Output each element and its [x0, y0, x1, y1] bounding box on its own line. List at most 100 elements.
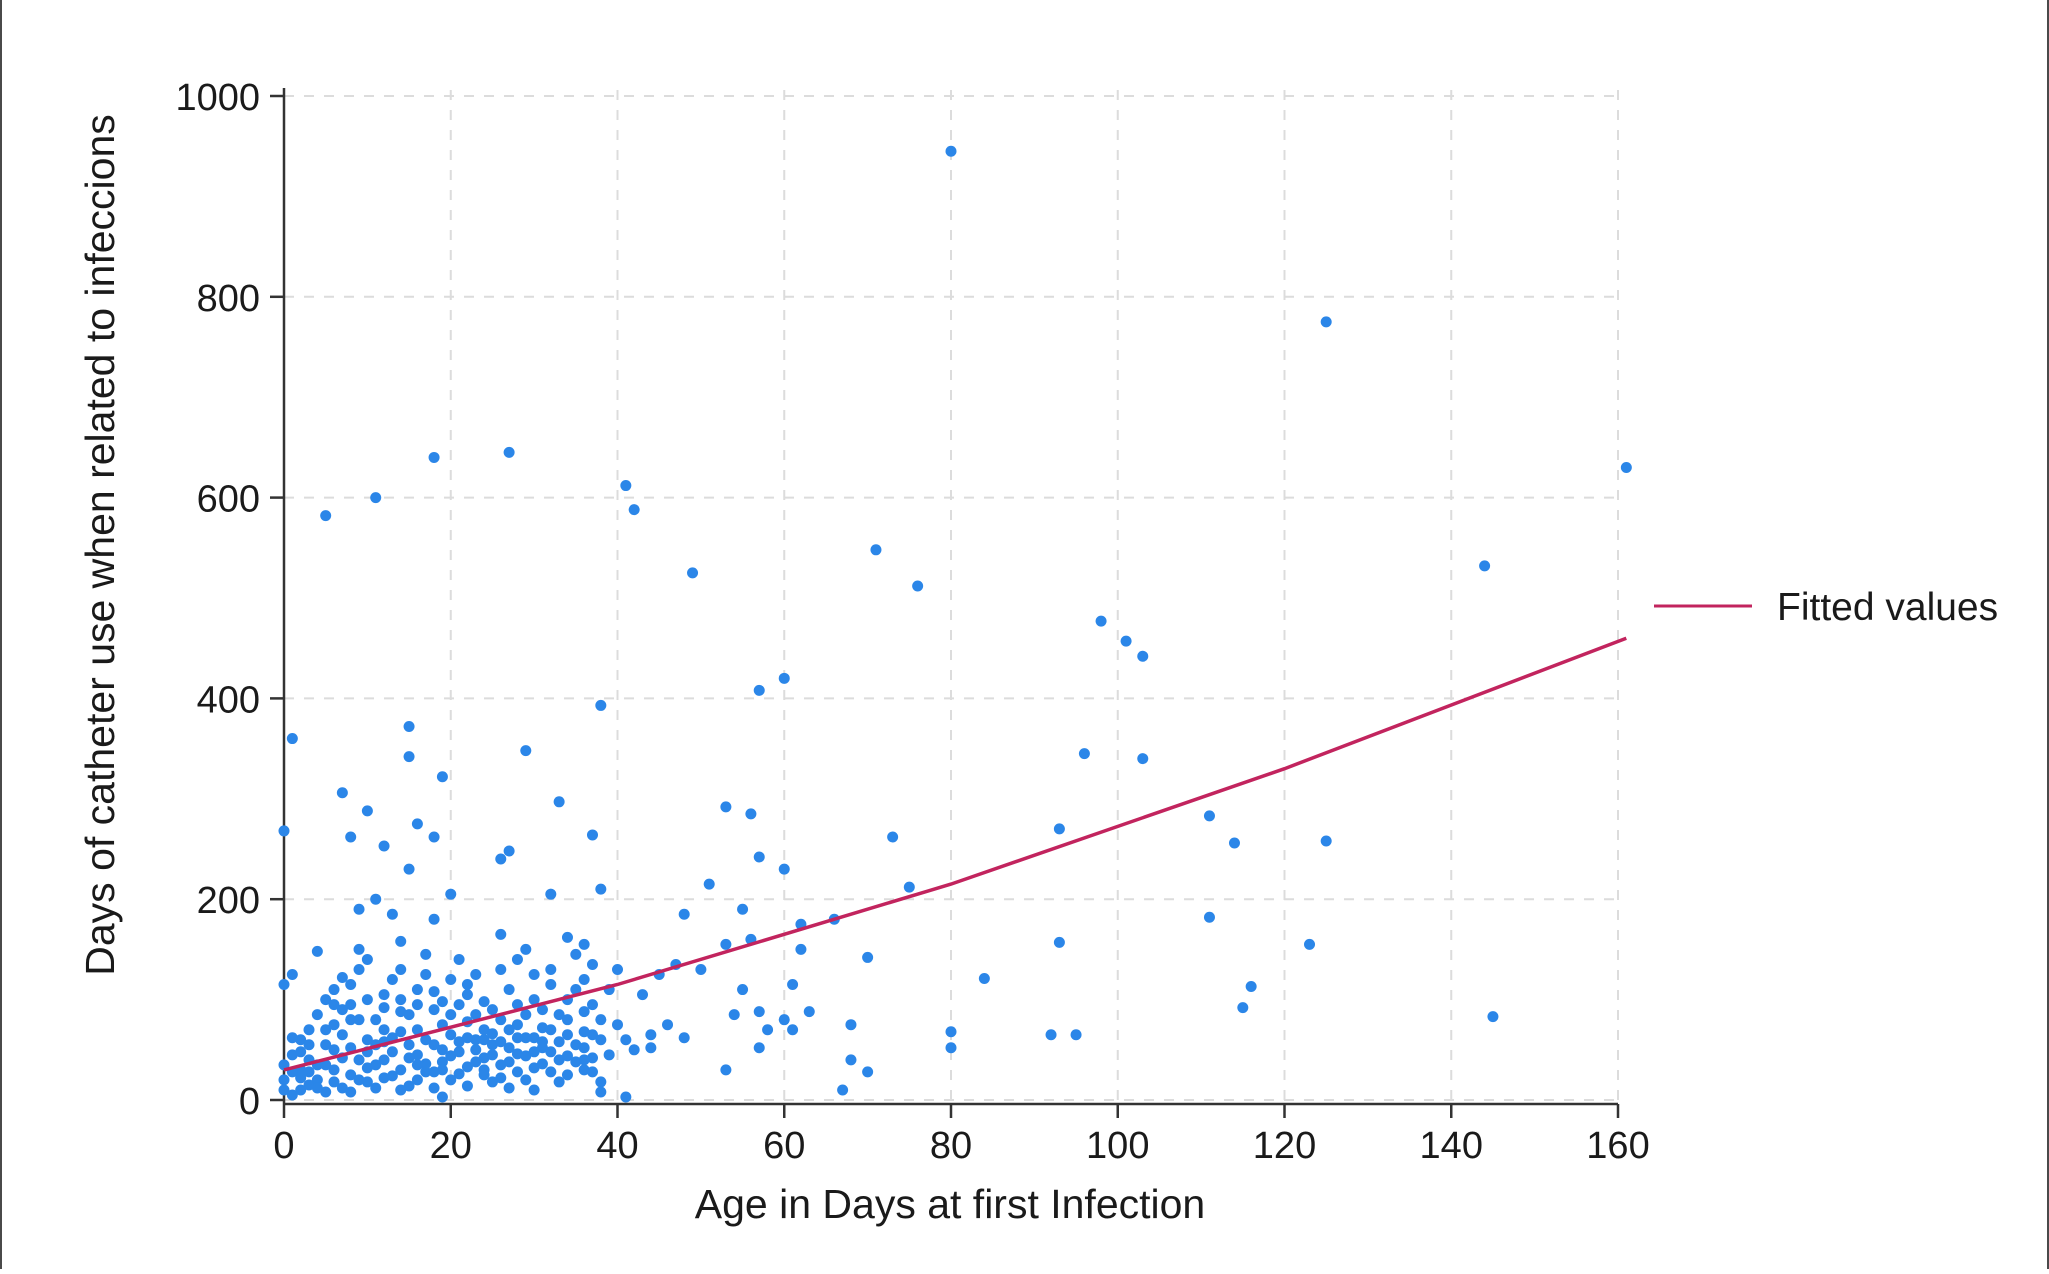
data-point-16	[753, 684, 765, 696]
data-point-116	[553, 1076, 565, 1088]
data-point-202	[495, 1014, 507, 1026]
data-point-222	[345, 1086, 357, 1098]
data-point-263	[470, 1044, 482, 1056]
data-point-81	[1245, 981, 1257, 993]
data-point-167	[528, 1032, 540, 1044]
data-point-136	[561, 1029, 573, 1041]
data-point-26	[336, 787, 348, 799]
data-point-17	[778, 672, 790, 684]
data-point-30	[745, 808, 757, 820]
data-point-139	[295, 1084, 307, 1096]
data-point-122	[295, 1072, 307, 1084]
data-point-267	[536, 1036, 548, 1048]
data-point-63	[311, 945, 323, 957]
data-point-104	[620, 1034, 632, 1046]
data-point-197	[453, 999, 465, 1011]
data-point-68	[453, 953, 465, 965]
data-point-47	[703, 878, 715, 890]
data-point-13	[1095, 615, 1107, 627]
data-point-36	[278, 825, 290, 837]
data-point-264	[486, 1028, 498, 1040]
data-point-113	[620, 1091, 632, 1103]
data-point-286	[561, 1014, 573, 1026]
data-point-129	[395, 1006, 407, 1018]
data-point-75	[1304, 938, 1316, 950]
data-point-109	[753, 1042, 765, 1054]
data-point-184	[345, 979, 357, 991]
data-point-62	[278, 979, 290, 991]
data-point-118	[595, 1076, 607, 1088]
data-point-1	[1320, 316, 1332, 328]
data-point-248	[561, 1050, 573, 1062]
data-point-44	[753, 851, 765, 863]
data-point-188	[378, 1024, 390, 1036]
data-point-98	[945, 1042, 957, 1054]
data-point-50	[545, 888, 557, 900]
data-point-209	[553, 1009, 565, 1021]
data-point-261	[436, 1044, 448, 1056]
fitted-line-layer	[283, 636, 1627, 1072]
data-point-223	[353, 1074, 365, 1086]
data-point-180	[311, 1009, 323, 1021]
data-point-247	[553, 1036, 565, 1048]
data-point-23	[436, 771, 448, 783]
data-point-24	[1078, 748, 1090, 760]
data-point-137	[578, 1006, 590, 1018]
data-point-172	[570, 1039, 582, 1051]
data-point-51	[445, 888, 457, 900]
data-point-0	[945, 145, 957, 157]
data-point-224	[361, 1062, 373, 1074]
data-point-171	[561, 1069, 573, 1081]
data-point-220	[328, 1044, 340, 1056]
x-tick-label-140: 140	[1420, 1125, 1483, 1167]
data-point-256	[353, 1014, 365, 1026]
x-tick-label-0: 0	[273, 1125, 294, 1167]
data-point-164	[503, 1042, 515, 1054]
data-points	[278, 145, 1632, 1103]
grid-lines	[283, 90, 1619, 1101]
data-point-161	[478, 1052, 490, 1064]
data-point-283	[511, 1032, 523, 1044]
data-point-226	[378, 1054, 390, 1066]
data-point-154	[420, 1066, 432, 1078]
data-point-20	[403, 721, 415, 733]
data-point-193	[420, 969, 432, 980]
data-point-66	[395, 935, 407, 947]
data-point-211	[570, 984, 582, 996]
data-point-236	[461, 1080, 473, 1092]
data-point-246	[545, 1066, 557, 1078]
data-point-12	[1479, 560, 1491, 572]
data-point-191	[403, 1009, 415, 1021]
data-point-131	[436, 996, 448, 1008]
data-point-56	[678, 908, 690, 920]
data-point-190	[395, 994, 407, 1006]
data-point-238	[478, 1034, 490, 1046]
data-point-187	[370, 1014, 382, 1026]
data-point-201	[486, 1004, 498, 1016]
data-point-229	[403, 1052, 415, 1064]
data-point-102	[662, 1019, 674, 1031]
y-tick-label-600: 600	[197, 479, 260, 521]
data-point-291	[645, 1029, 657, 1041]
data-point-159	[461, 1061, 473, 1073]
data-point-200	[478, 1024, 490, 1036]
data-point-299	[445, 974, 457, 986]
x-axis-label: Age in Days at first Infection	[695, 1181, 1205, 1227]
data-point-101	[1487, 1011, 1499, 1023]
data-point-42	[503, 845, 515, 857]
data-point-149	[378, 1072, 390, 1084]
data-point-38	[378, 840, 390, 852]
data-point-280	[461, 1032, 473, 1044]
data-point-25	[1137, 753, 1149, 765]
data-point-205	[520, 1009, 532, 1021]
data-point-186	[361, 953, 373, 965]
data-point-143	[328, 1064, 340, 1076]
data-point-64	[336, 972, 348, 984]
data-point-207	[536, 1004, 548, 1016]
data-point-173	[578, 1064, 590, 1076]
data-point-241	[503, 1056, 515, 1068]
data-point-130	[411, 1024, 423, 1036]
data-point-153	[411, 1049, 423, 1061]
data-point-287	[578, 1026, 590, 1038]
y-axis-label: Days of catheter use when related to inf…	[77, 114, 123, 975]
